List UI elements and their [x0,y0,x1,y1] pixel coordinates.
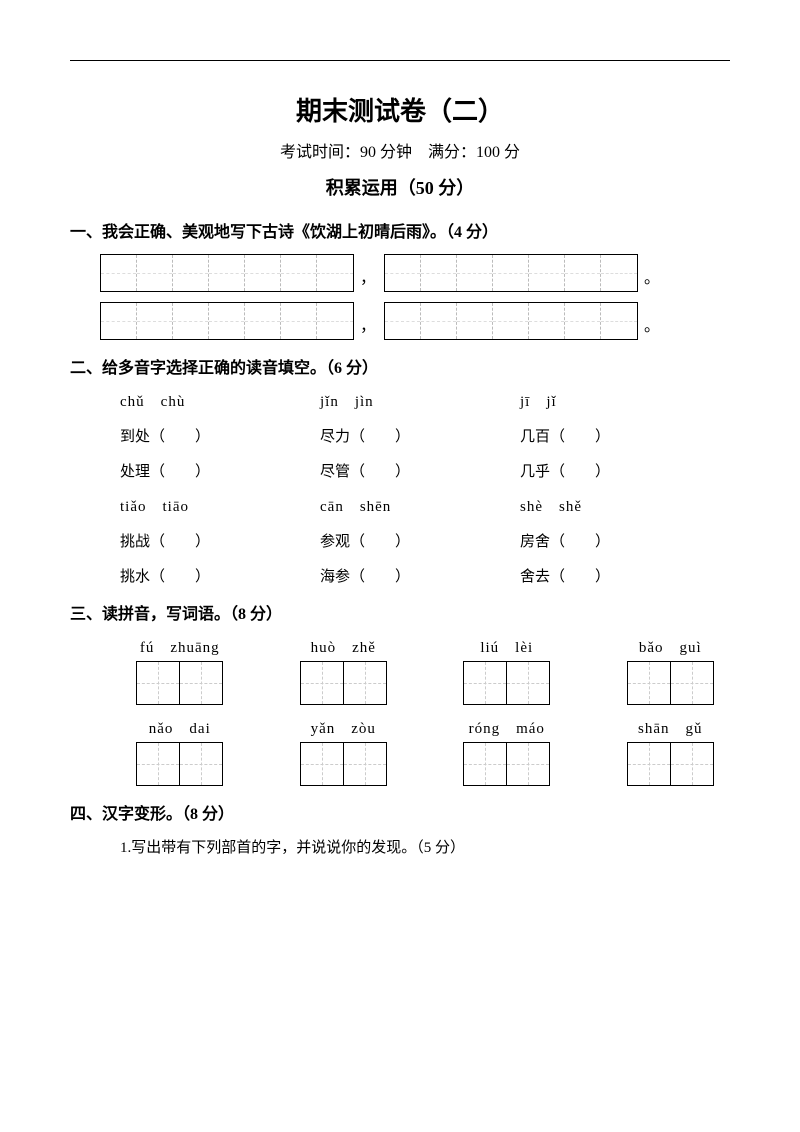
q2-item[interactable]: 挑战（ ） [120,530,320,551]
comma: ， [354,312,384,340]
q4-heading: 四、汉字变形。（8 分） [70,800,730,824]
q3-pinyin: róng máo [447,717,567,738]
exam-subtitle: 考试时间：90 分钟 满分：100 分 [70,138,730,162]
tianzige-pair[interactable] [611,742,731,786]
q2-pinyin: tiǎo tiāo [120,495,320,516]
q2-item[interactable]: 房舍（ ） [520,530,720,551]
q2-heading: 二、给多音字选择正确的读音填空。（6 分） [70,354,730,378]
comma: ， [354,264,384,292]
q1-gridbox[interactable] [384,302,638,340]
tianzige-pair[interactable] [611,661,731,705]
q3-pinyin: huò zhě [284,636,404,657]
section-heading: 积累运用（50 分） [70,174,730,200]
q1-line-1: ， 。 [100,254,730,292]
q2-item[interactable]: 舍去（ ） [520,565,720,586]
q3-item: bǎo guì [611,636,731,705]
page: 期末测试卷（二） 考试时间：90 分钟 满分：100 分 积累运用（50 分） … [0,0,800,1132]
q1-body: ， 。 ， 。 [70,254,730,340]
q1-heading: 一、我会正确、美观地写下古诗《饮湖上初晴后雨》。（4 分） [70,218,730,242]
top-rule [70,60,730,61]
q3-item: róng máo [447,717,567,786]
q2-body: chǔ chù jǐn jìn jī jǐ 到处（ ） 尽力（ ） 几百（ ） … [70,390,730,586]
q2-pinyin: jī jǐ [520,390,720,411]
tianzige-pair[interactable] [447,742,567,786]
q2-pinyin: cān shēn [320,495,520,516]
period: 。 [638,312,660,340]
exam-title: 期末测试卷（二） [70,91,730,128]
q2-item[interactable]: 海参（ ） [320,565,520,586]
q2-word-row: 挑战（ ） 参观（ ） 房舍（ ） [120,530,730,551]
q3-body: fú zhuāng huò zhě liú lèi bǎo guì nǎo da… [70,636,730,786]
q3-pinyin: liú lèi [447,636,567,657]
q2-pinyin: chǔ chù [120,390,320,411]
q2-word-row: 挑水（ ） 海参（ ） 舍去（ ） [120,565,730,586]
q3-pinyin: shān gǔ [611,717,731,738]
q2-item[interactable]: 尽管（ ） [320,460,520,481]
q3-pinyin: nǎo dai [120,717,240,738]
q2-word-row: 到处（ ） 尽力（ ） 几百（ ） [120,425,730,446]
q3-pinyin: fú zhuāng [120,636,240,657]
q2-pinyin: shè shě [520,495,720,516]
q2-item[interactable]: 挑水（ ） [120,565,320,586]
q3-row: nǎo dai yǎn zòu róng máo shān gǔ [120,717,730,786]
q3-item: huò zhě [284,636,404,705]
q3-row: fú zhuāng huò zhě liú lèi bǎo guì [120,636,730,705]
q3-item: fú zhuāng [120,636,240,705]
tianzige-pair[interactable] [284,661,404,705]
q3-pinyin: yǎn zòu [284,717,404,738]
q2-pinyin-row: chǔ chù jǐn jìn jī jǐ [120,390,730,411]
q3-item: nǎo dai [120,717,240,786]
q2-item[interactable]: 处理（ ） [120,460,320,481]
tianzige-pair[interactable] [120,742,240,786]
tianzige-pair[interactable] [284,742,404,786]
q1-gridbox[interactable] [100,254,354,292]
q4-sub1: 1.写出带有下列部首的字，并说说你的发现。（5 分） [70,836,730,857]
q2-item[interactable]: 尽力（ ） [320,425,520,446]
q2-item[interactable]: 参观（ ） [320,530,520,551]
q3-item: shān gǔ [611,717,731,786]
q3-pinyin: bǎo guì [611,636,731,657]
tianzige-pair[interactable] [447,661,567,705]
q3-heading: 三、读拼音，写词语。（8 分） [70,600,730,624]
q2-item[interactable]: 几乎（ ） [520,460,720,481]
q1-line-2: ， 。 [100,302,730,340]
tianzige-pair[interactable] [120,661,240,705]
q1-gridbox[interactable] [100,302,354,340]
q2-item[interactable]: 到处（ ） [120,425,320,446]
q2-item[interactable]: 几百（ ） [520,425,720,446]
q2-pinyin: jǐn jìn [320,390,520,411]
period: 。 [638,264,660,292]
q3-item: liú lèi [447,636,567,705]
q3-item: yǎn zòu [284,717,404,786]
q2-word-row: 处理（ ） 尽管（ ） 几乎（ ） [120,460,730,481]
q2-pinyin-row: tiǎo tiāo cān shēn shè shě [120,495,730,516]
q1-gridbox[interactable] [384,254,638,292]
